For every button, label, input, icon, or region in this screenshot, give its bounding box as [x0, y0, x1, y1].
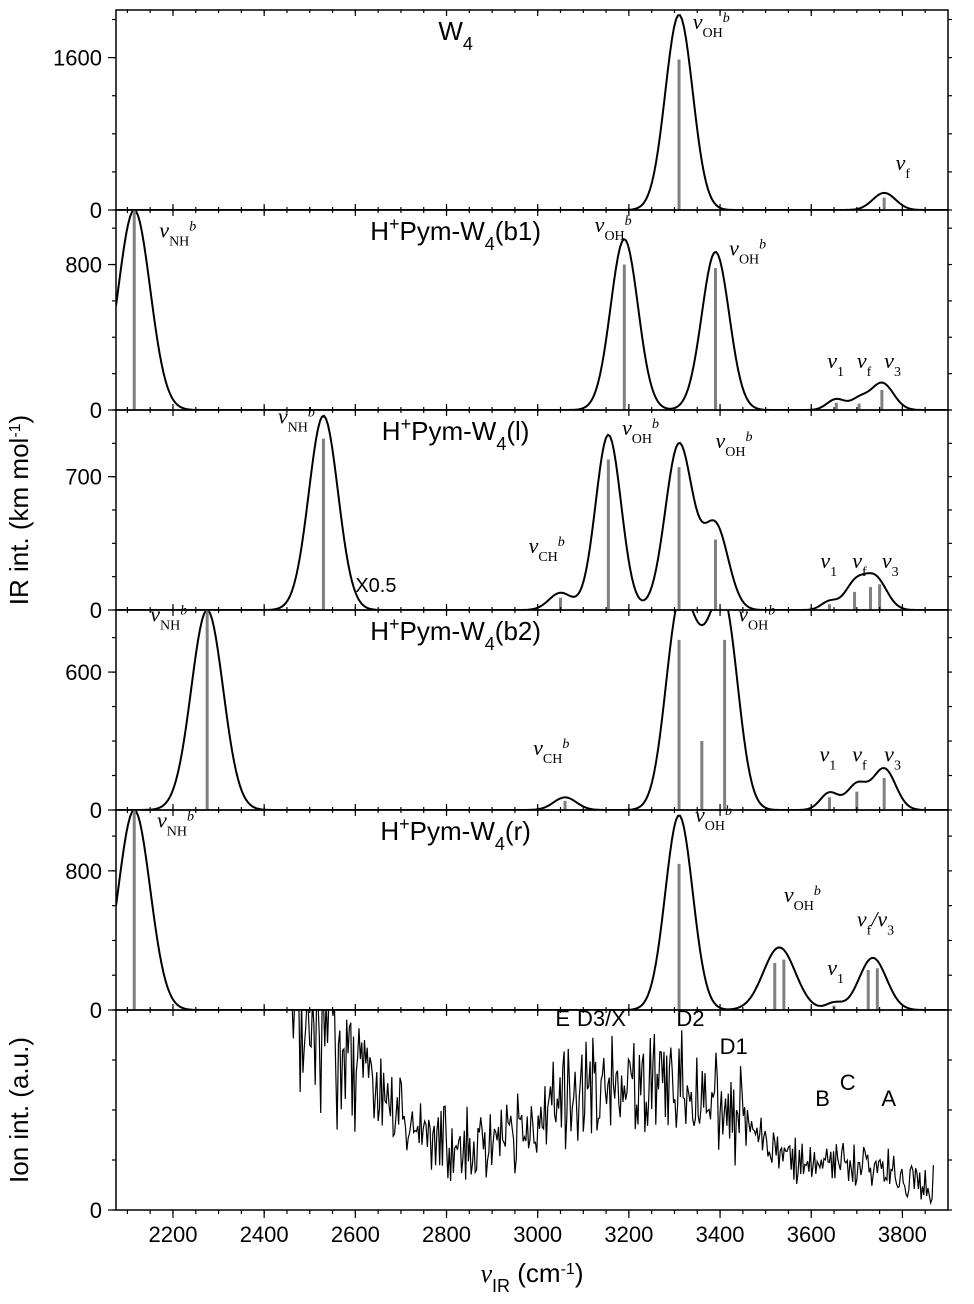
svg-text:νOHb: νOHb: [784, 882, 821, 914]
svg-text:E: E: [555, 1006, 570, 1031]
svg-text:800: 800: [65, 859, 102, 884]
svg-text:W4: W4: [438, 16, 473, 54]
svg-text:H+Pym-W4(b1): H+Pym-W4(b1): [370, 214, 541, 254]
svg-text:800: 800: [65, 253, 102, 278]
svg-text:2600: 2600: [331, 1222, 380, 1247]
svg-text:0: 0: [90, 198, 102, 223]
svg-text:D1: D1: [720, 1034, 748, 1059]
svg-text:νNHb: νNHb: [150, 601, 187, 633]
svg-text:0: 0: [90, 398, 102, 423]
svg-text:ν3: ν3: [884, 348, 901, 380]
svg-text:X0.5: X0.5: [355, 575, 396, 597]
svg-text:ν1: ν1: [827, 348, 844, 380]
panel-b2: 0600H+Pym-W4(b2)νNHbνCHbνOHbν1νfν3: [65, 600, 952, 823]
svg-text:3800: 3800: [878, 1222, 927, 1247]
panel-expt: 0 2200 2400 2600 2800 3000 3200 3400 3600 3800 E D3…: [90, 1000, 952, 1247]
svg-text:νOHb: νOHb: [715, 428, 752, 460]
svg-text:νCHb: νCHb: [529, 533, 565, 565]
svg-text:νf/ν3: νf/ν3: [857, 907, 894, 939]
svg-text:2800: 2800: [422, 1222, 471, 1247]
svg-text:νf: νf: [852, 742, 867, 774]
svg-text:D2: D2: [676, 1006, 704, 1031]
svg-text:0: 0: [90, 998, 102, 1023]
svg-text:2200: 2200: [149, 1222, 198, 1247]
svg-text:3000: 3000: [513, 1222, 562, 1247]
svg-text:νOHb: νOHb: [738, 601, 775, 633]
svg-text:A: A: [881, 1086, 896, 1111]
svg-text:ν1: ν1: [827, 955, 844, 987]
svg-text:νNHb: νNHb: [159, 217, 196, 249]
panel-b1: 0 800 H+Pym-W4(b1) νNHb νOHb νOHb ν1 νf ν3: [65, 210, 952, 423]
svg-text:D3/X: D3/X: [577, 1006, 626, 1031]
svg-text:0: 0: [90, 798, 102, 823]
svg-text:IR int. (km mol-1): IR int. (km mol-1): [4, 415, 34, 605]
svg-text:νIR (cm-1): νIR (cm-1): [481, 1258, 584, 1296]
svg-text:B: B: [815, 1086, 830, 1111]
spectra-figure: 0 1600 W4 νOHb νf 0 800 H+Pym-W4(b1) νNHb νOHb νOH…: [0, 0, 974, 1304]
svg-text:700: 700: [65, 465, 102, 490]
svg-text:νOHb: νOHb: [622, 415, 659, 447]
svg-text:0: 0: [90, 1198, 102, 1223]
svg-text:νf: νf: [896, 150, 911, 182]
svg-text:ν1: ν1: [819, 742, 836, 774]
svg-text:3200: 3200: [604, 1222, 653, 1247]
svg-text:νNHb: νNHb: [157, 807, 194, 839]
panel-W4: 0 1600 W4 νOHb νf: [53, 9, 952, 223]
svg-text:Ion int. (a.u.): Ion int. (a.u.): [4, 1037, 34, 1183]
svg-text:C: C: [840, 1070, 856, 1095]
panel-l: 0700H+Pym-W4(l)X0.5νNHbνCHbνOHbνOHbν1νfν…: [65, 403, 952, 623]
svg-text:600: 600: [65, 660, 102, 685]
svg-text:1600: 1600: [53, 46, 102, 71]
svg-text:2400: 2400: [240, 1222, 289, 1247]
svg-text:ν1: ν1: [820, 548, 837, 580]
svg-text:νf: νf: [857, 348, 872, 380]
svg-text:0: 0: [90, 598, 102, 623]
panel-r: 0 800 H+Pym-W4(r) νNHb νOHb νOHb ν1 νf/ν3: [65, 802, 952, 1023]
svg-text:3600: 3600: [787, 1222, 836, 1247]
svg-text:νOHb: νOHb: [595, 212, 632, 244]
svg-text:νOHb: νOHb: [695, 802, 732, 834]
svg-text:H+Pym-W4(b2): H+Pym-W4(b2): [370, 614, 541, 654]
svg-text:H+Pym-W4(l): H+Pym-W4(l): [382, 414, 530, 454]
svg-text:νOHb: νOHb: [729, 235, 766, 266]
svg-text:3400: 3400: [696, 1222, 745, 1247]
svg-text:νOHb: νOHb: [693, 9, 730, 41]
svg-text:νCHb: νCHb: [533, 735, 569, 767]
svg-text:νNHb: νNHb: [278, 403, 315, 435]
svg-text:ν3: ν3: [882, 548, 899, 580]
svg-text:H+Pym-W4(r): H+Pym-W4(r): [380, 814, 531, 854]
